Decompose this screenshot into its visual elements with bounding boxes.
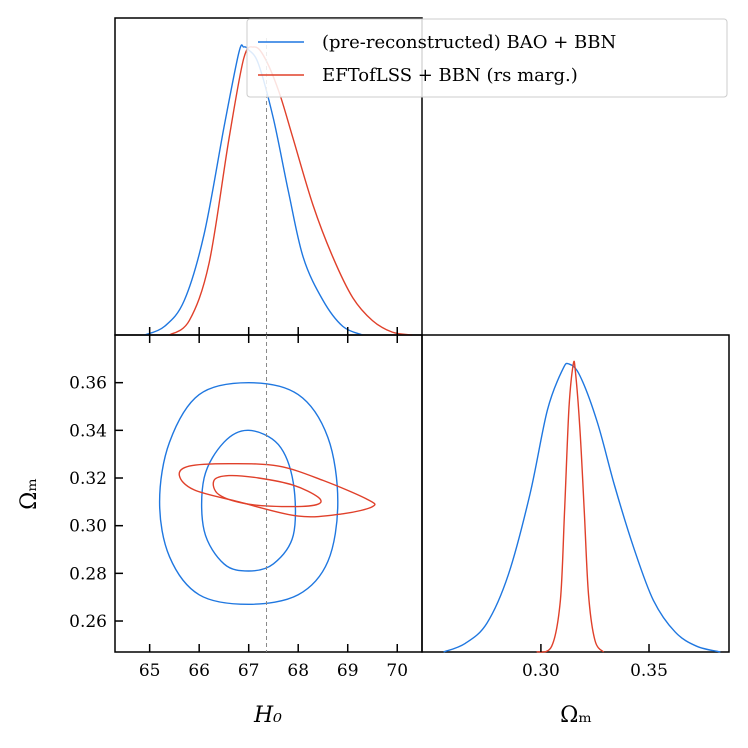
omegam-marginal-curve-eftoflss-bbn-rs-marg	[536, 360, 605, 653]
h0-tick-label: 68	[287, 661, 309, 681]
panel-2d-contours	[158, 335, 376, 652]
h0-tick-label: 65	[139, 661, 161, 681]
panel-h0-omegam-2d: 65 66 67 68 69 70 0.26 0.28 0.30 0.32 0.34 0.36	[69, 334, 423, 681]
omega-m-tick-label: 0.30	[69, 517, 107, 537]
omegam-marginal-curve-pre-reconstructed-bao-bbn	[443, 362, 721, 653]
panel-omegam-marginal: 0.30 0.35	[421, 334, 730, 681]
omega-m-tick-label: 0.32	[69, 469, 107, 489]
omega-m-tick-label: 0.34	[69, 421, 107, 441]
omega-m-tick-label: 0.28	[69, 564, 107, 584]
h0-tick-label: 69	[337, 661, 359, 681]
legend: (pre-reconstructed) BAO + BBN EFTofLSS +…	[246, 18, 728, 98]
h0-tick-label: 67	[238, 661, 260, 681]
x-axis-label-omega-m: Ωₘ	[560, 703, 592, 728]
legend-label-eft: EFTofLSS + BBN (rs marg.)	[322, 65, 578, 86]
omega-m-tick-label: 0.36	[69, 374, 107, 394]
h0-tick-label: 66	[188, 661, 210, 681]
legend-box	[246, 18, 728, 98]
h0-tick-label: 70	[386, 661, 408, 681]
panel-2d-ticks: 65 66 67 68 69 70 0.26 0.28 0.30 0.32 0.34 0.36	[69, 374, 408, 681]
contour-eftoflss-bbn-rs-marg-inner	[212, 474, 322, 508]
x-axis-label-h0: H₀	[253, 703, 282, 728]
panel-omegam-marginal-curves	[443, 360, 721, 653]
panel-2d-frame	[114, 334, 423, 653]
omega-m-tick-label: 0.26	[69, 612, 107, 632]
omega-m-1d-tick-label: 0.35	[630, 661, 668, 681]
contour-pre-reconstructed-bao-bbn-outer	[158, 381, 339, 606]
contour-eftoflss-bbn-rs-marg-outer	[178, 462, 376, 518]
contour-pre-reconstructed-bao-bbn-inner	[200, 429, 297, 572]
panel-omegam-marginal-frame	[421, 334, 730, 653]
y-axis-label-omega-m: Ωₘ	[17, 478, 42, 510]
omega-m-1d-tick-label: 0.30	[522, 661, 560, 681]
legend-label-bao: (pre-reconstructed) BAO + BBN	[322, 32, 616, 53]
panel-omegam-marginal-ticks: 0.30 0.35	[522, 644, 668, 681]
